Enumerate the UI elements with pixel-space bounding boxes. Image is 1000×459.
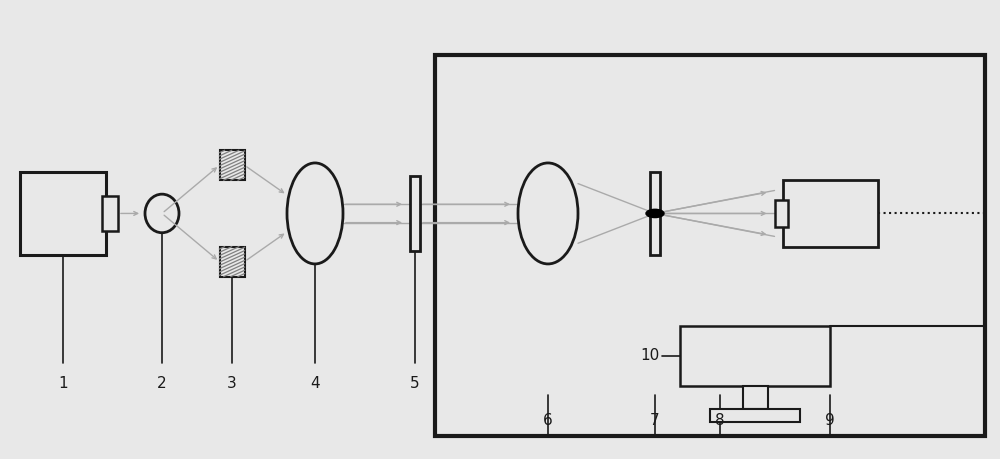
Text: 4: 4	[310, 376, 320, 392]
Bar	[102, 196, 118, 230]
Text: 1: 1	[58, 376, 68, 392]
Bar	[410, 175, 420, 251]
Circle shape	[646, 209, 664, 218]
Text: 7: 7	[650, 413, 660, 428]
Text: 9: 9	[825, 413, 835, 428]
Bar	[680, 326, 830, 386]
Text: 8: 8	[715, 413, 725, 428]
Bar	[435, 55, 985, 436]
Text: 3: 3	[227, 376, 237, 392]
Bar	[775, 200, 788, 227]
Text: 10: 10	[641, 348, 660, 363]
Bar	[650, 172, 660, 255]
Text: 6: 6	[543, 413, 553, 428]
Bar	[220, 150, 244, 180]
Ellipse shape	[518, 163, 578, 264]
Ellipse shape	[145, 194, 179, 233]
Text: 5: 5	[410, 376, 420, 392]
Bar	[742, 386, 768, 409]
Bar	[710, 409, 800, 422]
Text: 2: 2	[157, 376, 167, 392]
Bar	[20, 172, 106, 255]
Ellipse shape	[287, 163, 343, 264]
Bar	[220, 247, 244, 276]
Bar	[782, 180, 878, 246]
